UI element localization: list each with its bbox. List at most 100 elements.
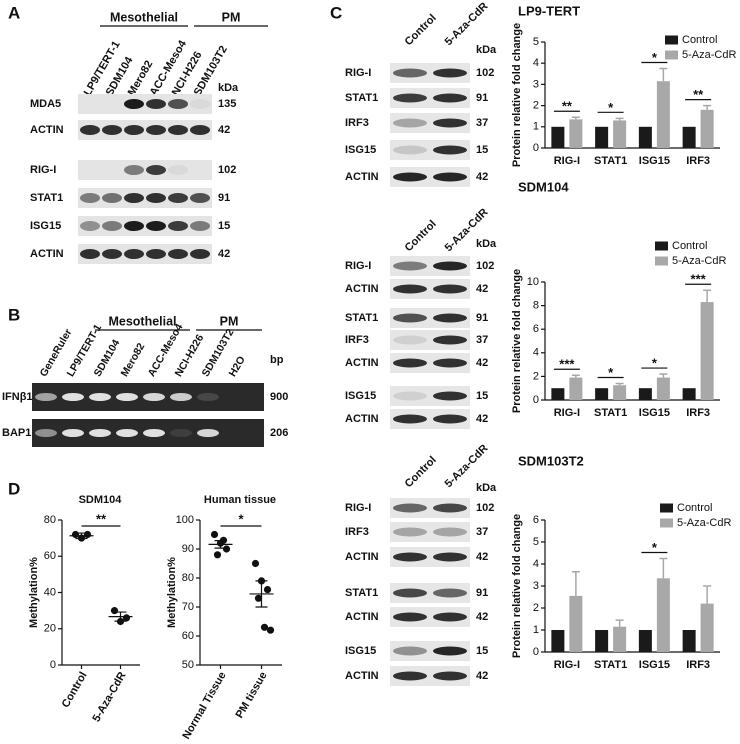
data-point [71,530,80,539]
size-label: 42 [476,670,488,682]
band [124,249,144,259]
blot-strip [78,244,212,264]
band [393,671,427,681]
size-label: 42 [218,248,230,260]
band [146,221,166,231]
blot-strip [78,94,212,114]
band [35,429,57,437]
row-label: ACTIN [345,611,379,623]
lane-label: H2O [227,354,248,379]
error-bar [75,532,88,540]
row-label: ISG15 [345,390,376,402]
y-axis-label: Protein relative fold change [511,269,523,413]
blot-strip [390,353,470,373]
bar [656,377,670,400]
band [146,99,166,109]
size-label: 42 [476,413,488,425]
row-label: STAT1 [345,92,378,104]
blot-strip [390,641,470,661]
band [393,527,427,537]
band [102,249,122,259]
data-point [266,626,275,634]
blot-strip [390,409,470,429]
blot-strip [390,63,470,83]
row-label: RIG-I [345,502,371,514]
blot-strip [78,188,212,208]
unit-label: bp [270,354,284,366]
blot-strip [390,88,470,108]
size-label: 102 [476,260,494,272]
band [393,261,427,271]
row-label: ACTIN [345,171,379,183]
band [433,414,467,424]
band [143,429,165,437]
y-axis-label: Protein relative fold change [511,23,523,167]
band [168,221,188,231]
band [433,172,467,182]
y-tick-label: 60 [44,550,56,562]
band [393,313,427,323]
band [146,125,166,135]
band [89,429,111,437]
legend-swatch [660,518,673,528]
band [433,612,467,622]
band [393,552,427,562]
unit-label: kDa [476,44,497,56]
x-tick-label: RIG-I [554,155,580,167]
error-bar [571,374,580,378]
legend-swatch [655,256,668,266]
legend-label: 5-Aza-CdR [677,517,731,529]
band [89,393,111,401]
band [170,429,192,437]
error-bar [659,373,668,378]
x-tick-label: RIG-I [554,659,580,671]
y-tick-label: 0 [533,394,539,406]
bar [682,630,696,652]
band [393,503,427,513]
panel-label: D [8,479,20,498]
band [168,193,188,203]
band [116,429,138,437]
significance-label: * [652,540,658,555]
band [433,284,467,294]
size-label: 42 [476,357,488,369]
row-label: RIG-I [345,67,371,79]
band [433,118,467,128]
bar [595,126,609,148]
size-label: 15 [476,144,488,156]
significance-label: *** [559,357,575,372]
x-tick-label: RIG-I [554,407,580,419]
y-tick-label: 1 [533,121,539,133]
y-tick-label: 1 [533,624,539,636]
data-point [210,530,219,539]
error-bar [703,585,712,604]
y-tick-label: 60 [182,630,194,642]
band [62,393,84,401]
band [168,99,188,109]
y-tick-label: 40 [44,586,56,598]
error-bar [615,619,624,627]
band [433,552,467,562]
band [124,99,144,109]
row-label: ACTIN [30,248,64,260]
band [124,221,144,231]
y-axis-label: Methylation% [28,557,40,628]
band [433,68,467,78]
legend-swatch [665,50,678,60]
y-axis-label: Protein relative fold change [511,514,523,658]
significance-label: * [652,50,658,65]
band [190,193,210,203]
size-label: 91 [476,312,488,324]
y-tick-label: 20 [44,623,56,635]
blot-strip [390,607,470,627]
significance-label: ** [562,99,573,114]
data-point [251,559,260,568]
band [102,221,122,231]
y-tick-label: 5 [533,36,539,48]
size-label: 42 [476,551,488,563]
significance-label: * [238,511,244,526]
bar [638,630,652,652]
row-label: IRF3 [345,117,369,129]
unit-label: kDa [476,482,497,494]
band [433,358,467,368]
